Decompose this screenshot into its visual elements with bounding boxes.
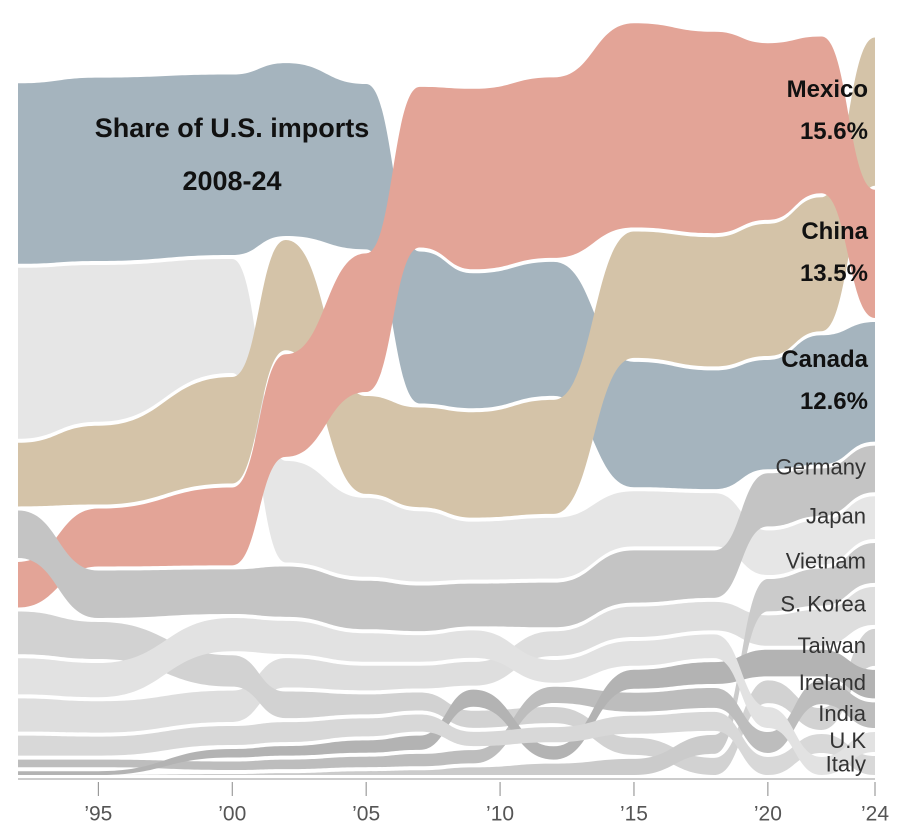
series-label: Italy xyxy=(826,751,866,776)
stream xyxy=(18,23,875,608)
x-tick-label: ’24 xyxy=(861,803,889,826)
series-label: Taiwan xyxy=(798,633,866,658)
stream xyxy=(18,37,875,518)
x-tick-label: ’00 xyxy=(218,803,246,826)
stream xyxy=(18,445,875,632)
stream xyxy=(18,586,875,733)
stream xyxy=(18,611,875,775)
labels: Share of U.S. imports 2008-24 Canada 12.6… xyxy=(95,76,869,776)
series-label: Vietnam xyxy=(786,549,866,574)
stream xyxy=(18,711,875,775)
series-label: Germany xyxy=(776,455,866,480)
chart-title: Share of U.S. imports xyxy=(95,113,370,143)
series-label: S. Korea xyxy=(780,592,866,617)
series-label: U.K xyxy=(829,728,866,753)
series-label: Canada xyxy=(781,346,868,373)
series-label: Ireland xyxy=(799,670,866,695)
x-tick-label: ’10 xyxy=(486,803,514,826)
stream xyxy=(18,649,875,775)
value-label: 12.6% xyxy=(800,388,868,415)
x-tick-label: ’15 xyxy=(620,803,648,826)
x-tick-label: ’20 xyxy=(754,803,782,826)
stream xyxy=(18,618,875,775)
chart-subtitle: 2008-24 xyxy=(182,166,281,196)
stream xyxy=(18,63,875,490)
series-label: India xyxy=(818,701,866,726)
series-label: Japan xyxy=(806,503,866,528)
x-tick-label: ’95 xyxy=(84,803,112,826)
series-label: China xyxy=(801,218,868,245)
series-label: Mexico xyxy=(787,76,868,103)
stream xyxy=(18,259,875,582)
x-tick-label: ’05 xyxy=(352,803,380,826)
streams xyxy=(18,23,875,775)
value-label: 13.5% xyxy=(800,260,868,287)
stream xyxy=(18,680,875,771)
value-label: 15.6% xyxy=(800,118,868,145)
